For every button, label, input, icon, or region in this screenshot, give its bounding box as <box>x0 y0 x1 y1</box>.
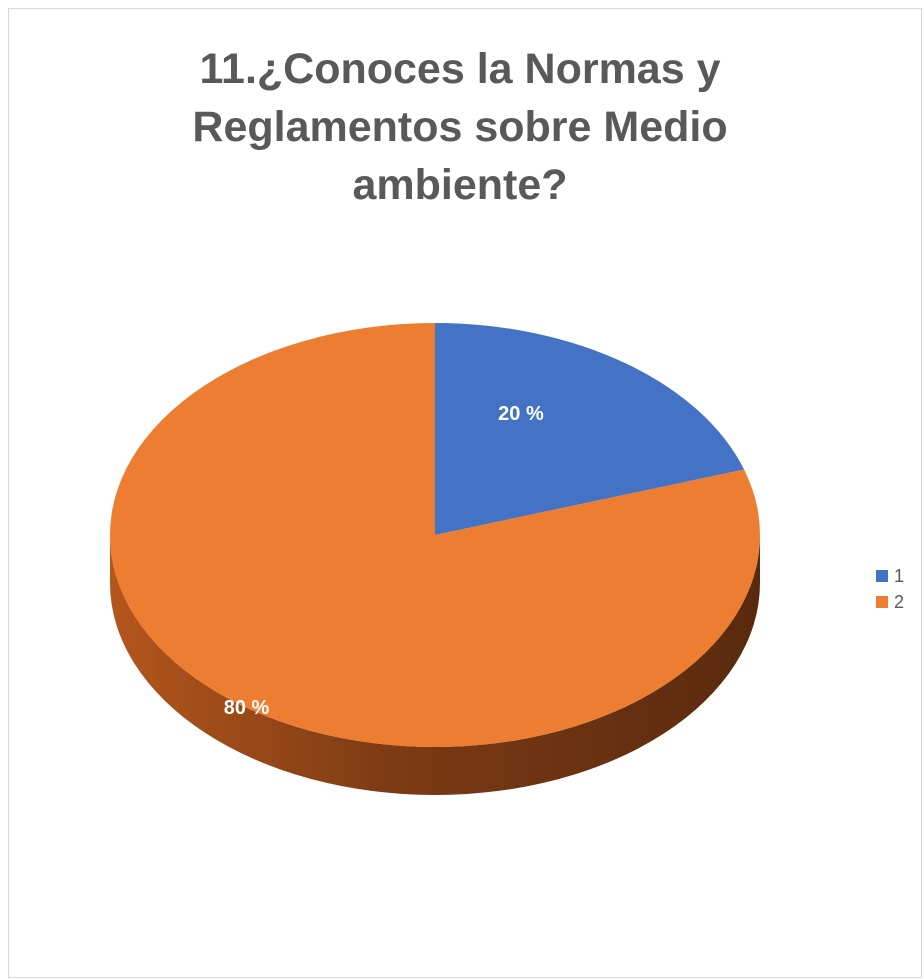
chart-title: 11.¿Conoces la Normas y Reglamentos sobr… <box>192 45 728 209</box>
legend-label-2: 2 <box>894 591 905 612</box>
legend-label-1: 1 <box>894 565 905 586</box>
pie-slice-2 <box>110 323 761 747</box>
pie-side-wall <box>110 535 760 795</box>
pie-slice-1 <box>435 323 745 535</box>
data-label-1: 20 % <box>498 403 544 425</box>
data-label-2: 80 % <box>224 697 270 719</box>
legend-item-1: 1 <box>876 563 904 589</box>
legend: 1 2 <box>876 563 904 615</box>
legend-item-2: 2 <box>876 589 904 615</box>
legend-swatch-2 <box>876 596 888 608</box>
legend-swatch-1 <box>876 570 888 582</box>
